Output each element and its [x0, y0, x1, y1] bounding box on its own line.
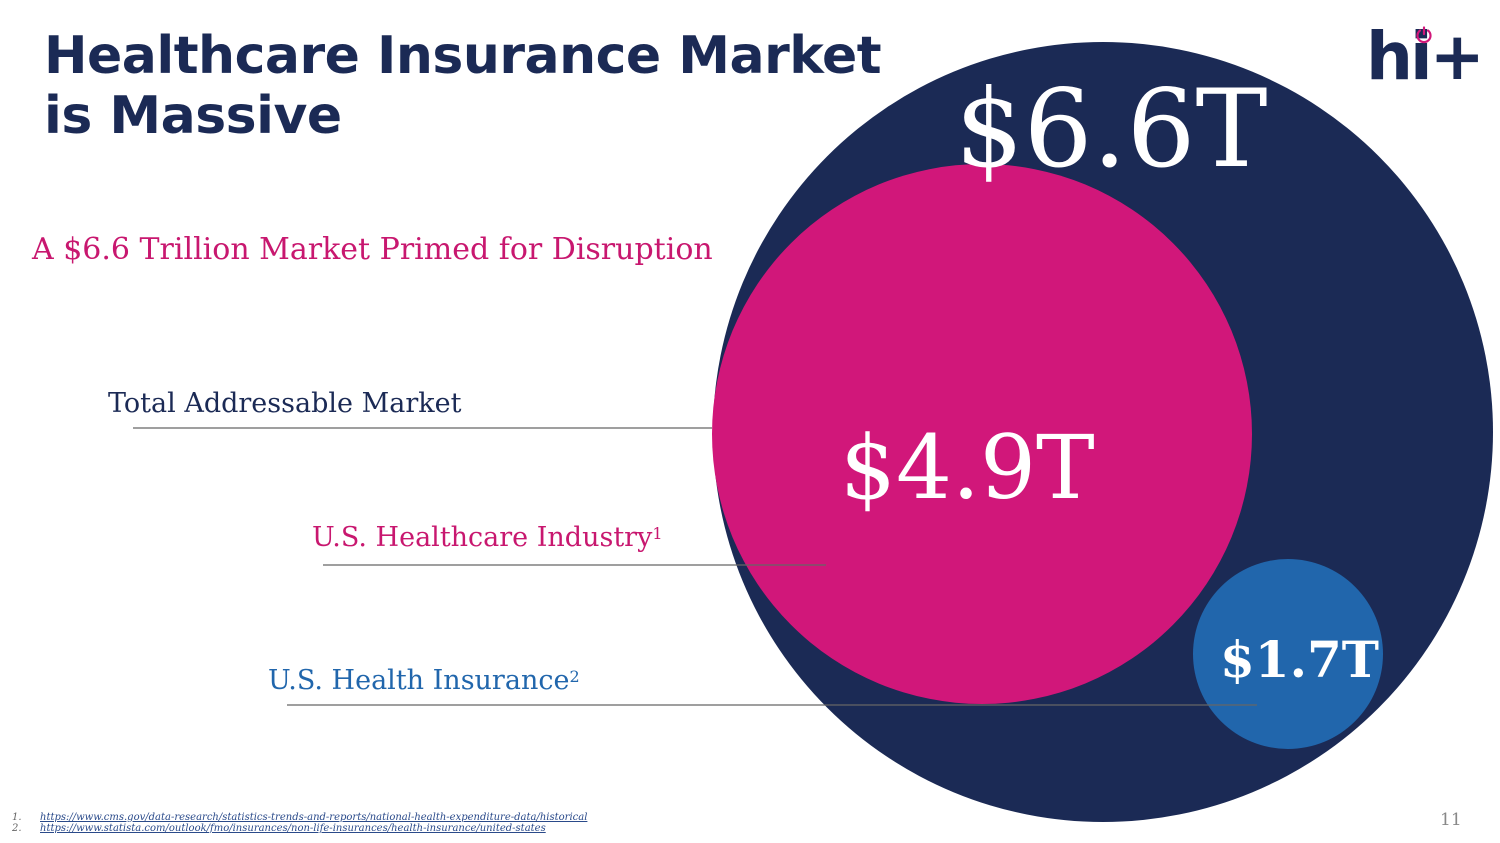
power-icon [1416, 26, 1432, 44]
tam-value: $6.6T [955, 67, 1268, 192]
logo-text: hi+ [1366, 18, 1485, 95]
footnote-ref-2: 2 [569, 667, 580, 686]
footnote-link-2[interactable]: https://www.statista.com/outlook/fmo/ins… [40, 823, 546, 834]
health-insurance-label: U.S. Health Insurance2 [268, 665, 580, 696]
healthcare-industry-label-text: U.S. Healthcare Industry [312, 522, 653, 553]
footnote-1: 1. https://www.cms.gov/data-research/stat… [12, 812, 587, 823]
tam-label-text: Total Addressable Market [108, 388, 462, 419]
healthcare-industry-value: $4.9T [840, 416, 1095, 519]
footnotes: 1. https://www.cms.gov/data-research/stat… [12, 812, 587, 834]
footnote-ref-1: 1 [652, 524, 663, 543]
page-number: 11 [1440, 810, 1462, 830]
footnote-number: 1. [12, 812, 22, 823]
footnote-link-1[interactable]: https://www.cms.gov/data-research/statis… [40, 812, 588, 823]
health-insurance-value: $1.7T [1220, 630, 1379, 689]
footnote-number: 2. [12, 823, 22, 834]
slide-subtitle: A $6.6 Trillion Market Primed for Disrup… [32, 232, 713, 267]
footnote-2: 2. https://www.statista.com/outlook/fmo/i… [12, 823, 587, 834]
logo: hi+ [1366, 24, 1485, 90]
healthcare-industry-circle [712, 164, 1252, 704]
health-insurance-circle [1193, 559, 1383, 749]
slide-title: Healthcare Insurance Market is Massive [44, 26, 882, 146]
health-insurance-label-text: U.S. Health Insurance [268, 665, 570, 696]
healthcare-industry-label: U.S. Healthcare Industry1 [312, 522, 663, 553]
tam-label: Total Addressable Market [108, 388, 461, 419]
